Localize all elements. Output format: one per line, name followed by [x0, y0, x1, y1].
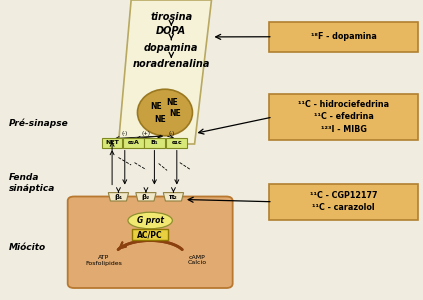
Text: ¹¹C - CGP12177
¹¹C - carazolol: ¹¹C - CGP12177 ¹¹C - carazolol [310, 191, 377, 212]
Text: Miócito: Miócito [8, 243, 46, 252]
Text: AC/PC: AC/PC [137, 230, 163, 239]
Text: G prot: G prot [137, 216, 164, 225]
FancyBboxPatch shape [132, 229, 168, 240]
Polygon shape [118, 0, 212, 144]
FancyBboxPatch shape [269, 94, 418, 140]
Text: Pré-sinapse: Pré-sinapse [8, 118, 68, 128]
Text: ATP
Fosfolipides: ATP Fosfolipides [85, 255, 122, 266]
Polygon shape [108, 193, 129, 201]
Ellipse shape [137, 89, 192, 136]
Text: NE: NE [170, 109, 181, 118]
Text: β₁: β₁ [114, 194, 123, 200]
Text: NE: NE [150, 102, 162, 111]
Text: B₁: B₁ [151, 140, 158, 145]
Text: ¹⁸F - dopamina: ¹⁸F - dopamina [311, 32, 376, 41]
Text: (+): (+) [141, 131, 151, 136]
FancyBboxPatch shape [123, 138, 143, 148]
Text: Fenda
sináptica: Fenda sináptica [8, 173, 55, 193]
Polygon shape [163, 193, 184, 201]
FancyBboxPatch shape [102, 138, 123, 148]
Text: (-): (-) [122, 131, 128, 136]
Text: NE: NE [154, 116, 166, 124]
Polygon shape [136, 193, 156, 201]
Ellipse shape [128, 212, 173, 229]
Text: cAMP
Calcio: cAMP Calcio [187, 255, 206, 266]
Text: α₂A: α₂A [127, 140, 139, 145]
Text: dopamina: dopamina [144, 43, 198, 53]
Text: (-): (-) [168, 131, 174, 136]
FancyBboxPatch shape [68, 196, 233, 288]
Text: α₁c: α₁c [171, 140, 182, 145]
Text: ¹¹C - hidrociefedrina
¹¹C - efedrina
¹²³I - MIBG: ¹¹C - hidrociefedrina ¹¹C - efedrina ¹²³… [298, 100, 389, 134]
Text: noradrenalina: noradrenalina [132, 58, 210, 69]
FancyBboxPatch shape [269, 184, 418, 220]
Text: β₂: β₂ [142, 194, 150, 200]
Text: NET: NET [105, 140, 119, 145]
FancyBboxPatch shape [144, 138, 165, 148]
Text: NE: NE [167, 98, 179, 107]
FancyBboxPatch shape [166, 138, 187, 148]
Text: DOPA: DOPA [156, 26, 187, 37]
Text: tirosina: tirosina [150, 11, 192, 22]
FancyBboxPatch shape [269, 22, 418, 52]
Text: π₂: π₂ [169, 194, 178, 200]
